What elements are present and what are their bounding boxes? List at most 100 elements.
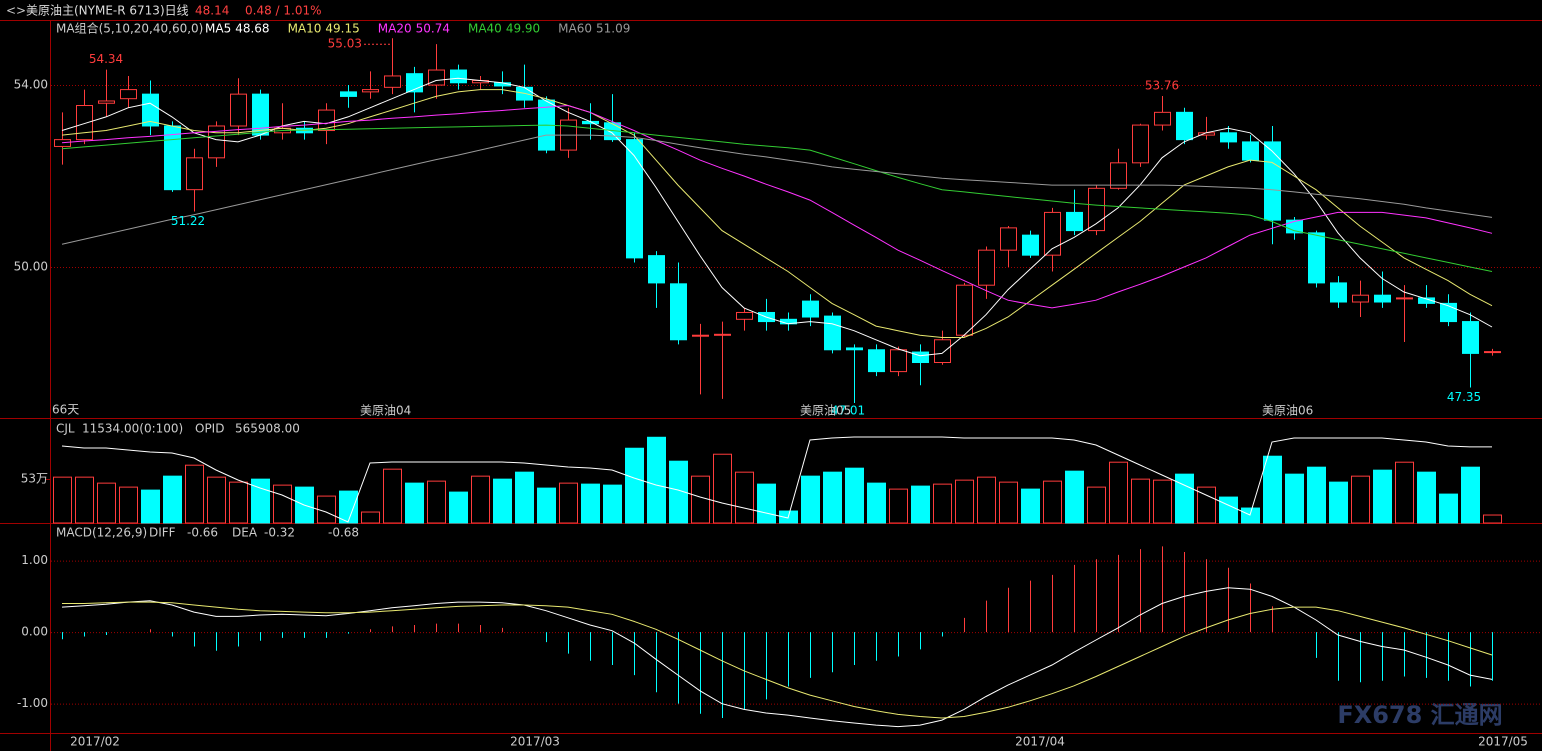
legend-name: MA5 bbox=[205, 22, 231, 36]
legend-value: 50.74 bbox=[416, 22, 450, 36]
price-change: 0.48 / 1.01% bbox=[245, 4, 322, 18]
volume-bar bbox=[229, 481, 248, 524]
volume-bar bbox=[273, 484, 292, 524]
candle-body bbox=[318, 109, 335, 132]
volume-bar bbox=[75, 476, 94, 524]
candle-body bbox=[1044, 211, 1061, 256]
candle-body bbox=[1330, 282, 1347, 303]
legend-value: 51.09 bbox=[596, 22, 630, 36]
macd-title: MACD(12,26,9) bbox=[56, 526, 147, 540]
candle-body bbox=[1154, 111, 1171, 126]
volume-bar bbox=[1021, 488, 1040, 524]
candle-body bbox=[428, 69, 445, 86]
volume-title: CJL bbox=[56, 422, 75, 436]
candle-body bbox=[164, 125, 181, 191]
candle-body bbox=[450, 69, 467, 84]
opid-name: OPID bbox=[195, 422, 224, 436]
volume-bar bbox=[625, 447, 644, 524]
volume-bar bbox=[1373, 469, 1392, 524]
volume-bar bbox=[691, 475, 710, 524]
volume-bar bbox=[1417, 471, 1436, 524]
volume-bar bbox=[1153, 479, 1172, 524]
volume-bar bbox=[1483, 514, 1502, 524]
volume-bar bbox=[1329, 481, 1348, 524]
contract-label: 美原油05 bbox=[800, 404, 851, 418]
legend-value: 49.15 bbox=[325, 22, 359, 36]
volume-bar bbox=[1219, 496, 1238, 524]
candle-body bbox=[76, 105, 93, 141]
volume-bar bbox=[757, 483, 776, 524]
candle-body bbox=[230, 93, 247, 127]
volume-bar bbox=[1175, 473, 1194, 524]
price-annotation: 55.03 bbox=[328, 37, 362, 51]
candle-body bbox=[824, 315, 841, 351]
candle-body bbox=[98, 100, 115, 104]
candle-body bbox=[626, 139, 643, 259]
candle-body bbox=[868, 349, 885, 373]
candle-body bbox=[1484, 351, 1501, 354]
candle-body bbox=[1418, 297, 1435, 304]
candle-body bbox=[1396, 297, 1413, 300]
volume-bar bbox=[97, 482, 116, 524]
legend-value: 49.90 bbox=[506, 22, 540, 36]
volume-bar bbox=[163, 475, 182, 524]
candle-body bbox=[648, 255, 665, 284]
candle-body bbox=[1066, 211, 1083, 232]
volume-bar bbox=[559, 482, 578, 524]
candle-body bbox=[1022, 234, 1039, 256]
volume-bar bbox=[1263, 455, 1282, 524]
volume-bar bbox=[581, 483, 600, 524]
opid-value: 565908.00 bbox=[235, 422, 300, 436]
volume-bar bbox=[823, 471, 842, 524]
y-tick-label: 1.00 bbox=[21, 553, 48, 567]
days-label: 66天 bbox=[52, 403, 79, 417]
candle-body bbox=[142, 93, 159, 127]
legend-name: MA10 bbox=[288, 22, 322, 36]
volume-bar bbox=[515, 471, 534, 524]
candle-body bbox=[1352, 294, 1369, 303]
volume-bar bbox=[911, 485, 930, 524]
candle-body bbox=[362, 89, 379, 93]
candle-body bbox=[1088, 187, 1105, 232]
volume-bar bbox=[867, 482, 886, 524]
volume-bar bbox=[669, 460, 688, 524]
candle-body bbox=[340, 91, 357, 97]
candle-body bbox=[736, 311, 753, 320]
y-tick-label: 50.00 bbox=[14, 259, 48, 273]
volume-bar bbox=[339, 490, 358, 524]
volume-bar bbox=[647, 436, 666, 524]
candle-body bbox=[120, 89, 137, 100]
volume-bar bbox=[1065, 470, 1084, 524]
volume-bar bbox=[185, 464, 204, 524]
y-tick-label: -1.00 bbox=[17, 696, 48, 710]
volume-bar bbox=[1351, 475, 1370, 524]
diff-name: DIFF bbox=[149, 526, 176, 540]
candle-body bbox=[186, 157, 203, 191]
volume-bar bbox=[1109, 461, 1128, 524]
candle-body bbox=[1176, 111, 1193, 141]
volume-bar bbox=[449, 491, 468, 524]
diff-line bbox=[61, 587, 1493, 728]
volume-bar bbox=[845, 467, 864, 524]
candle-body bbox=[802, 300, 819, 318]
volume-bar bbox=[1439, 493, 1458, 524]
dea-name: DEA bbox=[232, 526, 258, 540]
x-tick-label: 2017/05 bbox=[1478, 735, 1528, 749]
volume-bar bbox=[1461, 466, 1480, 524]
dea-value: -0.32 bbox=[264, 526, 295, 540]
candle-body bbox=[692, 334, 709, 337]
y-tick-label: 54.00 bbox=[14, 78, 48, 92]
volume-bar bbox=[1087, 486, 1106, 524]
candle-body bbox=[1000, 227, 1017, 251]
candle-body bbox=[1264, 141, 1281, 221]
volume-bar bbox=[53, 476, 72, 524]
candle-body bbox=[912, 351, 929, 364]
volume-bar bbox=[1131, 478, 1150, 524]
volume-bar bbox=[1395, 461, 1414, 524]
last-price: 48.14 bbox=[195, 4, 229, 18]
volume-bar bbox=[713, 453, 732, 524]
price-annotation: 53.76 bbox=[1145, 78, 1179, 92]
contract-label: 美原油04 bbox=[360, 404, 411, 418]
price-annotation: 47.01 bbox=[831, 403, 865, 417]
